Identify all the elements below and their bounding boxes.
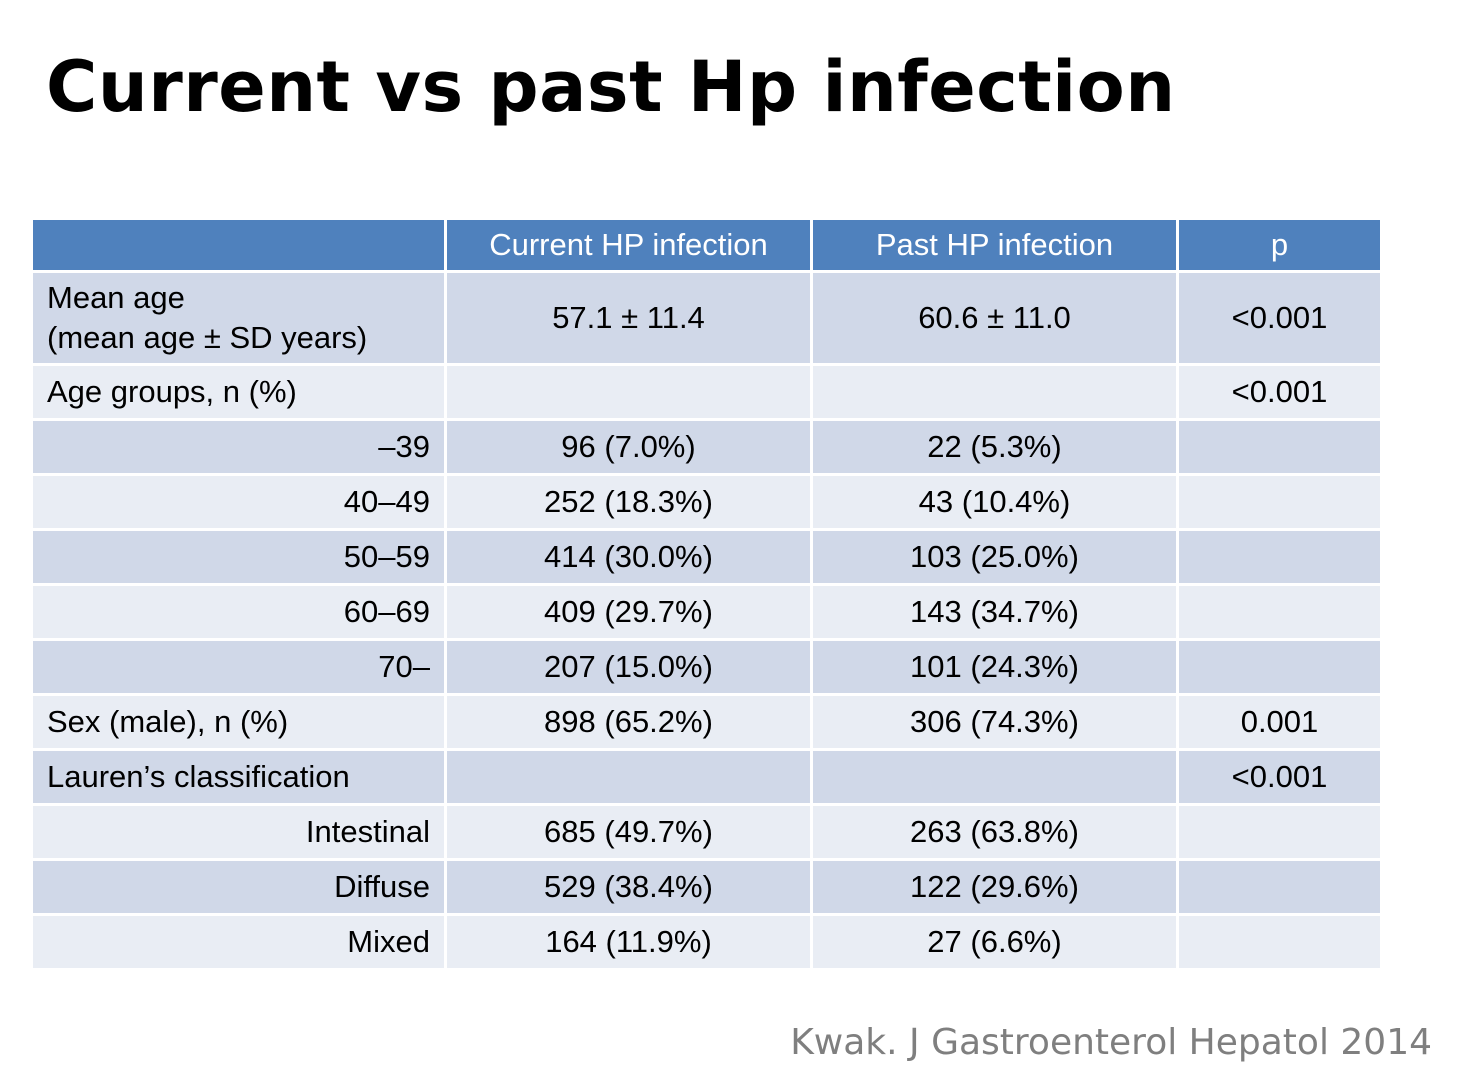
p-cell bbox=[1176, 913, 1383, 971]
p-cell bbox=[1176, 638, 1383, 696]
p-cell bbox=[1176, 858, 1383, 916]
past-cell: 306 (74.3%) bbox=[810, 693, 1179, 751]
p-cell: <0.001 bbox=[1176, 363, 1383, 421]
table-row: Mean age (mean age ± SD years) 57.1 ± 11… bbox=[30, 270, 1383, 366]
header-cell-current: Current HP infection bbox=[444, 217, 813, 273]
past-cell: 27 (6.6%) bbox=[810, 913, 1179, 971]
p-cell bbox=[1176, 583, 1383, 641]
table-row: 70– 207 (15.0%) 101 (24.3%) bbox=[30, 638, 1383, 696]
row-label: Intestinal bbox=[30, 803, 447, 861]
current-cell: 252 (18.3%) bbox=[444, 473, 813, 531]
row-label: Mixed bbox=[30, 913, 447, 971]
row-label: Lauren’s classification bbox=[30, 748, 447, 806]
table-row: 50–59 414 (30.0%) 103 (25.0%) bbox=[30, 528, 1383, 586]
current-cell: 409 (29.7%) bbox=[444, 583, 813, 641]
row-label: 70– bbox=[30, 638, 447, 696]
current-cell bbox=[444, 748, 813, 806]
current-cell: 207 (15.0%) bbox=[444, 638, 813, 696]
row-label: Diffuse bbox=[30, 858, 447, 916]
p-cell bbox=[1176, 803, 1383, 861]
current-cell: 414 (30.0%) bbox=[444, 528, 813, 586]
current-cell: 685 (49.7%) bbox=[444, 803, 813, 861]
row-label: 50–59 bbox=[30, 528, 447, 586]
current-cell: 96 (7.0%) bbox=[444, 418, 813, 476]
current-cell: 529 (38.4%) bbox=[444, 858, 813, 916]
past-cell: 263 (63.8%) bbox=[810, 803, 1179, 861]
header-cell-past: Past HP infection bbox=[810, 217, 1179, 273]
table-row: –39 96 (7.0%) 22 (5.3%) bbox=[30, 418, 1383, 476]
past-cell: 22 (5.3%) bbox=[810, 418, 1179, 476]
past-cell: 101 (24.3%) bbox=[810, 638, 1179, 696]
table-row: Diffuse 529 (38.4%) 122 (29.6%) bbox=[30, 858, 1383, 916]
p-cell bbox=[1176, 418, 1383, 476]
row-label: 40–49 bbox=[30, 473, 447, 531]
citation: Kwak. J Gastroenterol Hepatol 2014 bbox=[790, 1022, 1432, 1063]
past-cell bbox=[810, 363, 1179, 421]
p-cell: <0.001 bbox=[1176, 748, 1383, 806]
comparison-table: Current HP infection Past HP infection p… bbox=[30, 217, 1383, 971]
slide-title: Current vs past Hp infection bbox=[46, 46, 1176, 128]
table-row: 40–49 252 (18.3%) 43 (10.4%) bbox=[30, 473, 1383, 531]
past-cell: 122 (29.6%) bbox=[810, 858, 1179, 916]
table-row: 60–69 409 (29.7%) 143 (34.7%) bbox=[30, 583, 1383, 641]
header-cell-blank bbox=[30, 217, 447, 273]
row-label: Mean age (mean age ± SD years) bbox=[30, 270, 447, 366]
table-row: Sex (male), n (%) 898 (65.2%) 306 (74.3%… bbox=[30, 693, 1383, 751]
p-cell bbox=[1176, 473, 1383, 531]
table-header-row: Current HP infection Past HP infection p bbox=[30, 217, 1383, 273]
current-cell bbox=[444, 363, 813, 421]
p-cell: 0.001 bbox=[1176, 693, 1383, 751]
row-label: 60–69 bbox=[30, 583, 447, 641]
past-cell: 60.6 ± 11.0 bbox=[810, 270, 1179, 366]
past-cell: 143 (34.7%) bbox=[810, 583, 1179, 641]
table-row: Mixed 164 (11.9%) 27 (6.6%) bbox=[30, 913, 1383, 971]
past-cell bbox=[810, 748, 1179, 806]
current-cell: 164 (11.9%) bbox=[444, 913, 813, 971]
row-label: –39 bbox=[30, 418, 447, 476]
past-cell: 103 (25.0%) bbox=[810, 528, 1179, 586]
current-cell: 898 (65.2%) bbox=[444, 693, 813, 751]
p-cell bbox=[1176, 528, 1383, 586]
row-label-line1: Mean age bbox=[47, 279, 185, 315]
p-cell: <0.001 bbox=[1176, 270, 1383, 366]
table-row: Age groups, n (%) <0.001 bbox=[30, 363, 1383, 421]
row-label: Age groups, n (%) bbox=[30, 363, 447, 421]
past-cell: 43 (10.4%) bbox=[810, 473, 1179, 531]
header-cell-p: p bbox=[1176, 217, 1383, 273]
current-cell: 57.1 ± 11.4 bbox=[444, 270, 813, 366]
row-label: Sex (male), n (%) bbox=[30, 693, 447, 751]
table-row: Intestinal 685 (49.7%) 263 (63.8%) bbox=[30, 803, 1383, 861]
row-label-line2: (mean age ± SD years) bbox=[47, 320, 368, 355]
table-row: Lauren’s classification <0.001 bbox=[30, 748, 1383, 806]
